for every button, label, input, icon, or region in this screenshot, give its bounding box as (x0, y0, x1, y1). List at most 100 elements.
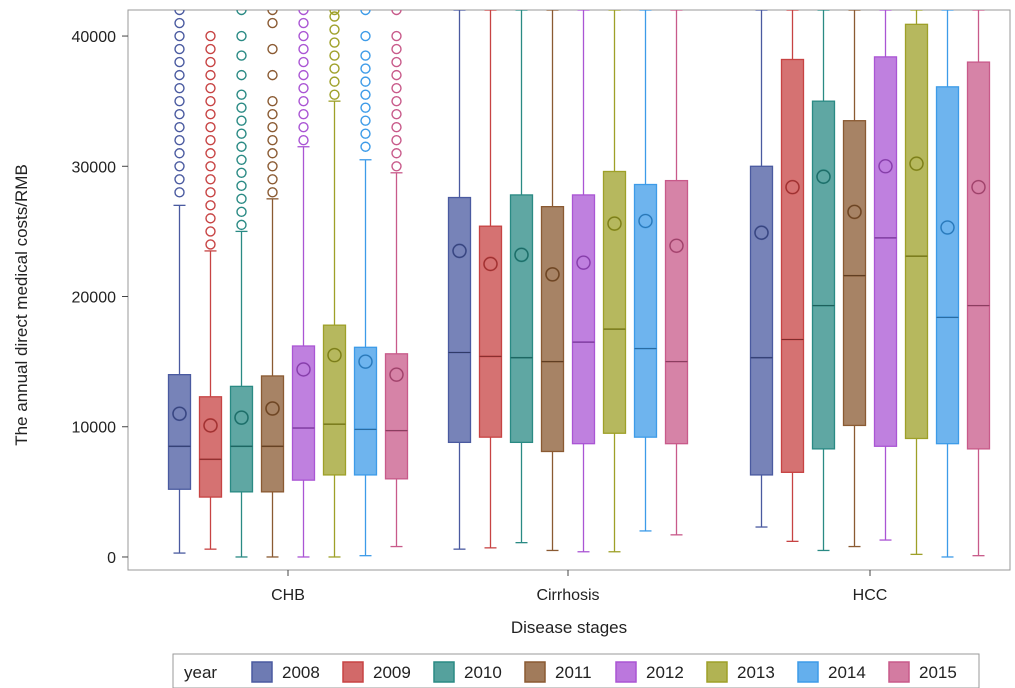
mean-marker (909, 156, 924, 172)
y-tick-label: 20000 (72, 290, 117, 307)
outlier-point (205, 239, 216, 250)
outlier-point (360, 10, 371, 16)
outlier-point (236, 50, 247, 61)
box-chb-2011 (260, 10, 285, 558)
legend-swatch (524, 661, 546, 683)
legend-item-2014: 2014 (797, 661, 866, 683)
mean-marker-shade (940, 220, 955, 235)
mean-marker-shade (172, 406, 187, 421)
iqr-box (935, 86, 960, 445)
mean-marker-shade (576, 255, 591, 270)
outlier-point (205, 122, 216, 133)
mean-marker (576, 255, 591, 271)
outlier-point (298, 10, 309, 16)
legend-label: 2015 (919, 663, 957, 682)
iqr-box (229, 385, 254, 493)
outlier-point (174, 108, 185, 120)
outlier-point (174, 148, 185, 159)
outlier-point (267, 95, 278, 107)
mean-marker (545, 266, 560, 282)
outlier-point (174, 43, 185, 55)
outlier-point (174, 56, 185, 68)
box-chb-2015 (384, 10, 409, 548)
outlier-point (205, 69, 216, 81)
iqr-box (509, 194, 534, 444)
outlier-point (267, 148, 278, 159)
x-axis-title: Disease stages (511, 618, 627, 637)
outlier-point (236, 115, 247, 126)
outlier-point (391, 95, 402, 107)
iqr-box (322, 324, 347, 476)
plot-frame (127, 9, 1011, 571)
mean-marker-shade (452, 243, 467, 258)
legend-label: 2008 (282, 663, 320, 682)
outlier-point (236, 102, 247, 113)
box-cirrhosis-2012 (571, 10, 596, 553)
box-hcc-2010 (811, 10, 836, 552)
iqr-box (780, 58, 805, 473)
box-cirrhosis-2011 (540, 10, 565, 552)
outlier-point (205, 174, 216, 185)
box-cirrhosis-2014 (633, 10, 658, 532)
mean-marker-shade (327, 348, 342, 363)
mean-marker (265, 401, 280, 416)
box-hcc-2012 (873, 10, 898, 541)
outlier-point (267, 174, 278, 185)
box-cirrhosis-2008 (447, 10, 472, 550)
outlier-point (298, 122, 309, 133)
mean-marker (296, 362, 311, 377)
outlier-point (205, 187, 216, 198)
mean-marker-shade (909, 156, 924, 171)
outlier-point (205, 108, 216, 120)
iqr-box (749, 165, 774, 476)
y-tick-label: 30000 (72, 159, 117, 176)
outlier-point (205, 95, 216, 107)
iqr-box (904, 23, 929, 440)
mean-marker (638, 213, 653, 229)
x-axis: CHB Cirrhosis HCC (271, 570, 887, 604)
iqr-box (664, 179, 689, 445)
outlier-point (205, 200, 216, 211)
outlier-point (360, 115, 371, 126)
outlier-point (391, 10, 402, 16)
iqr-box (198, 396, 223, 498)
box-hcc-2009 (780, 10, 805, 542)
mean-marker-shade (514, 247, 529, 262)
outlier-point (360, 50, 371, 61)
box-chb-2009 (198, 30, 223, 550)
box-cirrhosis-2009 (478, 10, 503, 549)
y-tick-label: 10000 (72, 420, 117, 437)
box-chb-2008 (167, 10, 192, 554)
iqr-box (478, 225, 503, 438)
outlier-point (267, 135, 278, 146)
iqr-box (260, 375, 285, 493)
outlier-point (267, 17, 278, 29)
outlier-point (329, 24, 340, 35)
box-hcc-2013 (904, 10, 929, 556)
outlier-point (174, 30, 185, 42)
box-chb-2010 (229, 10, 254, 558)
mean-marker (483, 256, 498, 272)
x-tick-label: CHB (271, 587, 305, 604)
mean-marker-shade (971, 180, 986, 195)
iqr-box (811, 100, 836, 450)
outlier-point (329, 76, 340, 87)
outlier-point (360, 128, 371, 139)
legend-swatch (797, 661, 819, 683)
mean-marker-shade (607, 216, 622, 231)
box-chb-2013 (322, 10, 347, 558)
legend: year 2008 2009 2010 2011 2012 2013 2014 2015 (172, 653, 980, 688)
legend-swatch (251, 661, 273, 683)
outlier-point (298, 95, 309, 107)
outlier-point (360, 89, 371, 100)
outlier-point (391, 161, 402, 172)
mean-marker-shade (545, 267, 560, 282)
mean-marker (607, 216, 622, 231)
box-hcc-2014 (935, 10, 960, 558)
box-chb-2014 (353, 10, 378, 557)
outlier-point (298, 30, 309, 42)
outlier-point (360, 63, 371, 74)
mean-marker (816, 169, 831, 185)
outlier-point (205, 135, 216, 146)
